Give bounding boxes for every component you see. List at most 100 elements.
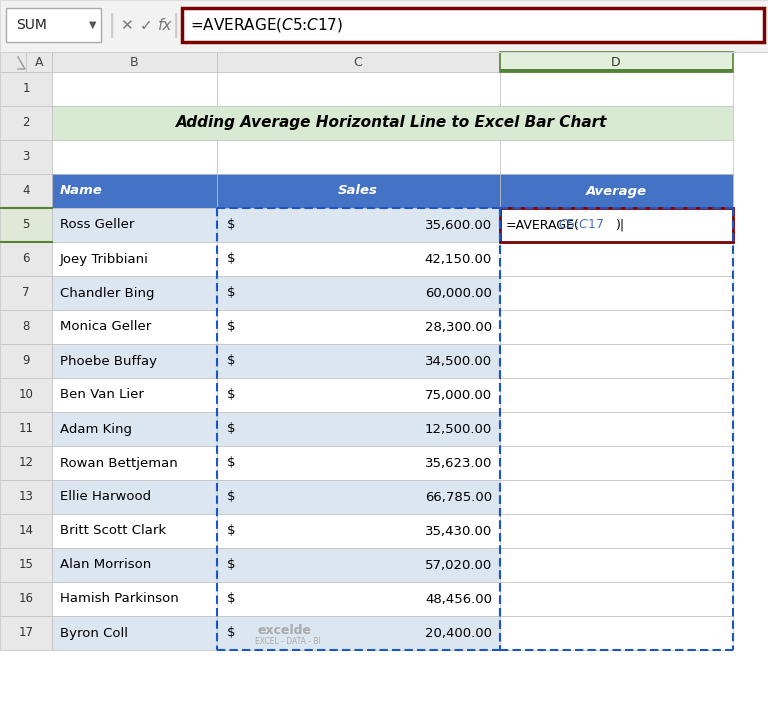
Text: $C$5:$C$17: $C$5:$C$17 bbox=[558, 218, 604, 232]
Bar bbox=[500, 446, 733, 480]
Text: 5: 5 bbox=[22, 218, 30, 232]
Bar bbox=[52, 310, 217, 344]
Text: Adam King: Adam King bbox=[60, 422, 132, 436]
Text: C: C bbox=[353, 56, 362, 68]
Bar bbox=[217, 208, 500, 242]
Bar bbox=[217, 276, 500, 310]
Bar bbox=[500, 514, 733, 548]
Text: $: $ bbox=[227, 389, 236, 401]
Text: 8: 8 bbox=[22, 320, 30, 334]
Bar bbox=[500, 140, 733, 174]
Text: excelde: excelde bbox=[257, 624, 311, 636]
Text: ✓: ✓ bbox=[140, 18, 153, 34]
Bar bbox=[52, 514, 217, 548]
Text: =AVERAGE($C$5:$C$17): =AVERAGE($C$5:$C$17) bbox=[190, 16, 343, 34]
Text: Britt Scott Clark: Britt Scott Clark bbox=[60, 524, 166, 537]
Bar bbox=[0, 616, 52, 650]
Bar bbox=[0, 446, 52, 480]
Text: 75,000.00: 75,000.00 bbox=[425, 389, 492, 401]
Text: 57,020.00: 57,020.00 bbox=[425, 558, 492, 572]
Bar bbox=[52, 582, 217, 616]
Text: SUM: SUM bbox=[16, 18, 47, 32]
Text: Ellie Harwood: Ellie Harwood bbox=[60, 491, 151, 503]
Bar bbox=[182, 8, 764, 42]
Text: 35,600.00: 35,600.00 bbox=[425, 218, 492, 232]
Bar bbox=[52, 72, 217, 106]
Bar bbox=[0, 412, 52, 446]
Text: 11: 11 bbox=[18, 422, 34, 436]
Text: $: $ bbox=[227, 593, 236, 605]
Bar bbox=[0, 106, 52, 140]
Text: 35,430.00: 35,430.00 bbox=[425, 524, 492, 537]
Bar bbox=[0, 242, 52, 276]
Text: 9: 9 bbox=[22, 355, 30, 367]
Text: Ross Geller: Ross Geller bbox=[60, 218, 134, 232]
Bar bbox=[500, 310, 733, 344]
Text: 15: 15 bbox=[18, 558, 34, 572]
Text: 16: 16 bbox=[18, 593, 34, 605]
Bar bbox=[0, 174, 52, 208]
Text: EXCEL - DATA - BI: EXCEL - DATA - BI bbox=[255, 636, 321, 646]
Text: 10: 10 bbox=[18, 389, 34, 401]
Text: 12: 12 bbox=[18, 456, 34, 470]
Text: $: $ bbox=[227, 491, 236, 503]
Text: $: $ bbox=[227, 524, 236, 537]
Bar bbox=[52, 480, 217, 514]
Text: $: $ bbox=[227, 320, 236, 334]
Bar bbox=[0, 582, 52, 616]
Text: Adding Average Horizontal Line to Excel Bar Chart: Adding Average Horizontal Line to Excel … bbox=[177, 115, 607, 130]
Bar bbox=[0, 0, 768, 52]
Text: Byron Coll: Byron Coll bbox=[60, 627, 128, 639]
Bar bbox=[500, 174, 733, 208]
Bar bbox=[500, 208, 733, 242]
Bar bbox=[52, 276, 217, 310]
Text: fx: fx bbox=[158, 18, 172, 34]
Bar bbox=[52, 208, 217, 242]
Text: $: $ bbox=[227, 422, 236, 436]
Bar bbox=[52, 52, 217, 72]
Bar bbox=[0, 548, 52, 582]
Bar bbox=[500, 242, 733, 276]
Text: A: A bbox=[35, 56, 43, 68]
Bar bbox=[217, 310, 500, 344]
Bar bbox=[52, 616, 217, 650]
Bar bbox=[217, 378, 500, 412]
Text: 2: 2 bbox=[22, 116, 30, 130]
Bar bbox=[500, 276, 733, 310]
Text: 48,456.00: 48,456.00 bbox=[425, 593, 492, 605]
Bar bbox=[217, 548, 500, 582]
Bar bbox=[217, 140, 500, 174]
Bar bbox=[500, 616, 733, 650]
Bar bbox=[52, 242, 217, 276]
Bar bbox=[217, 446, 500, 480]
Text: )|: )| bbox=[616, 218, 625, 232]
Text: Monica Geller: Monica Geller bbox=[60, 320, 151, 334]
Text: ✕: ✕ bbox=[120, 18, 133, 34]
Bar bbox=[0, 140, 52, 174]
Text: 14: 14 bbox=[18, 524, 34, 537]
Bar bbox=[0, 480, 52, 514]
Text: 20,400.00: 20,400.00 bbox=[425, 627, 492, 639]
Bar bbox=[217, 344, 500, 378]
Bar bbox=[217, 242, 500, 276]
Text: Joey Tribbiani: Joey Tribbiani bbox=[60, 253, 149, 265]
Bar bbox=[500, 480, 733, 514]
Text: 42,150.00: 42,150.00 bbox=[425, 253, 492, 265]
Text: Name: Name bbox=[60, 184, 103, 198]
Bar bbox=[52, 446, 217, 480]
Text: |: | bbox=[108, 13, 117, 39]
Text: Rowan Bettjeman: Rowan Bettjeman bbox=[60, 456, 177, 470]
Text: 17: 17 bbox=[18, 627, 34, 639]
Text: Ben Van Lier: Ben Van Lier bbox=[60, 389, 144, 401]
Text: 13: 13 bbox=[18, 491, 34, 503]
Bar bbox=[217, 514, 500, 548]
Bar bbox=[500, 69, 733, 72]
Bar bbox=[500, 52, 733, 72]
Bar bbox=[52, 106, 733, 140]
Text: ▼: ▼ bbox=[89, 20, 97, 30]
Bar bbox=[217, 412, 500, 446]
Bar bbox=[500, 72, 733, 106]
Text: Alan Morrison: Alan Morrison bbox=[60, 558, 151, 572]
Bar bbox=[500, 378, 733, 412]
Bar bbox=[500, 582, 733, 616]
